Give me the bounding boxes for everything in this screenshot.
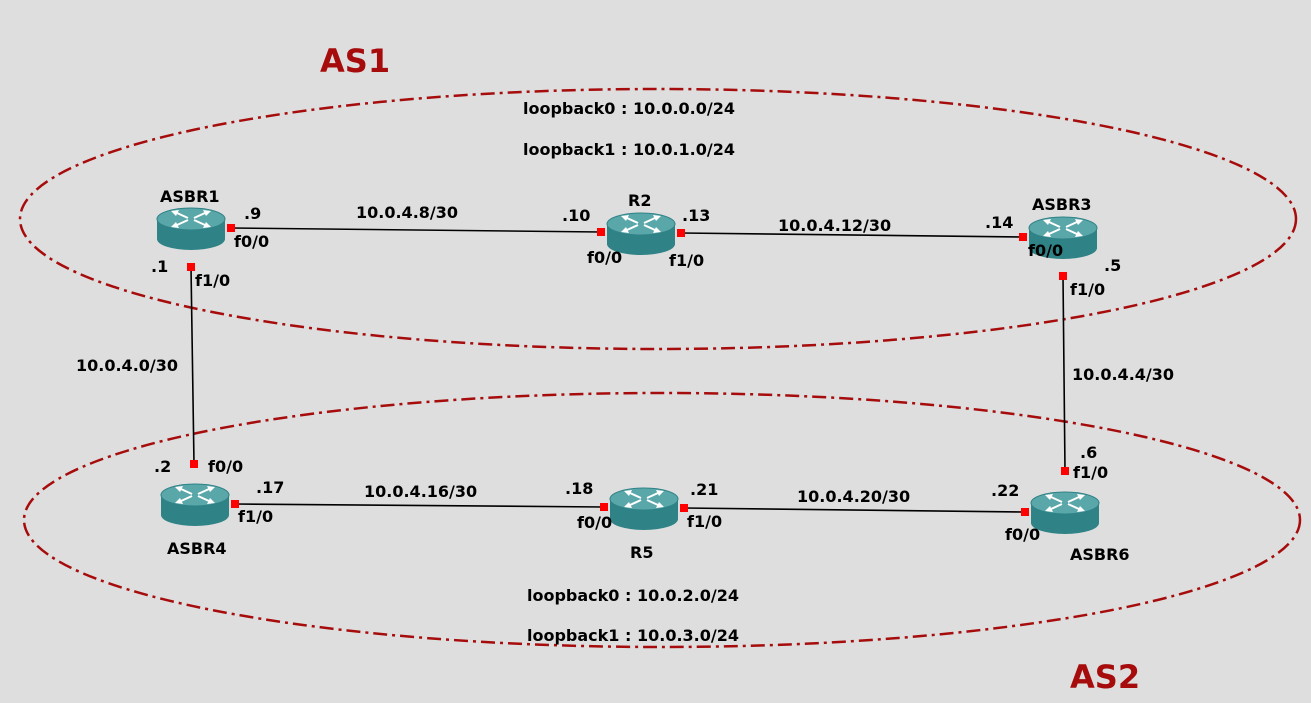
- ip-label: .14: [985, 213, 1013, 232]
- ip-label: .18: [565, 479, 593, 498]
- ports: [187, 224, 1069, 516]
- iface-label: f0/0: [577, 513, 612, 532]
- router-icon: [160, 483, 230, 527]
- subnet-label: 10.0.4.12/30: [778, 216, 891, 235]
- as1-label: AS1: [320, 42, 390, 80]
- port-r5-f1-0[interactable]: [680, 504, 688, 512]
- subnet-label: 10.0.4.0/30: [76, 356, 178, 375]
- iface-label: f0/0: [208, 457, 243, 476]
- link-asbr1-r2: [230, 227, 602, 233]
- iface-label: f1/0: [195, 271, 230, 290]
- as1-zone: [18, 87, 1298, 351]
- ip-label: .21: [690, 480, 718, 499]
- subnet-label: 10.0.4.16/30: [364, 482, 477, 501]
- port-asbr4-f1-0[interactable]: [231, 500, 239, 508]
- port-asbr6-f1-0[interactable]: [1061, 467, 1069, 475]
- port-asbr1-f0-0[interactable]: [227, 224, 235, 232]
- ip-label: .6: [1080, 443, 1097, 462]
- ip-label: .13: [682, 206, 710, 225]
- ip-label: .22: [991, 481, 1019, 500]
- as2-label: AS2: [1070, 658, 1140, 696]
- as2-zone: [22, 391, 1302, 649]
- as1-loopback1-label: loopback1 : 10.0.1.0/24: [523, 140, 735, 159]
- ip-label: .17: [256, 478, 284, 497]
- router-name-asbr6: ASBR6: [1070, 545, 1130, 564]
- ip-label: .5: [1104, 256, 1121, 275]
- iface-label: f1/0: [669, 251, 704, 270]
- ip-label: .1: [151, 257, 168, 276]
- iface-label: f0/0: [1005, 525, 1040, 544]
- iface-label: f0/0: [1028, 241, 1063, 260]
- port-r2-f0-0[interactable]: [597, 228, 605, 236]
- iface-label: f1/0: [687, 512, 722, 531]
- link-r2-asbr3: [680, 232, 1024, 238]
- port-r2-f1-0[interactable]: [677, 229, 685, 237]
- router-asbr6[interactable]: [1030, 491, 1100, 535]
- router-asbr4[interactable]: [160, 483, 230, 527]
- link-r5-asbr6: [683, 507, 1026, 513]
- port-asbr3-f1-0[interactable]: [1059, 272, 1067, 280]
- iface-label: f1/0: [238, 507, 273, 526]
- as1-loopback0-label: loopback0 : 10.0.0.0/24: [523, 99, 735, 118]
- router-icon: [609, 487, 679, 531]
- ip-label: .10: [562, 206, 590, 225]
- iface-label: f1/0: [1073, 463, 1108, 482]
- router-icon: [1030, 491, 1100, 535]
- router-name-r2: R2: [628, 191, 651, 210]
- port-asbr1-f1-0[interactable]: [187, 263, 195, 271]
- subnet-label: 10.0.4.20/30: [797, 487, 910, 506]
- subnet-label: 10.0.4.4/30: [1072, 365, 1174, 384]
- router-icon: [156, 207, 226, 251]
- router-asbr1[interactable]: [156, 207, 226, 251]
- router-name-asbr3: ASBR3: [1032, 195, 1092, 214]
- port-asbr6-f0-0[interactable]: [1021, 508, 1029, 516]
- port-r5-f0-0[interactable]: [600, 503, 608, 511]
- ip-label: .9: [244, 204, 261, 223]
- iface-label: f1/0: [1070, 280, 1105, 299]
- link-asbr4-r5: [234, 503, 605, 508]
- iface-label: f0/0: [234, 232, 269, 251]
- as2-loopback0-label: loopback0 : 10.0.2.0/24: [527, 586, 739, 605]
- as2-loopback1-label: loopback1 : 10.0.3.0/24: [527, 626, 739, 645]
- iface-label: f0/0: [587, 248, 622, 267]
- router-name-r5: R5: [630, 543, 653, 562]
- subnet-label: 10.0.4.8/30: [356, 203, 458, 222]
- link-asbr1-asbr4: [190, 266, 195, 465]
- link-asbr3-asbr6: [1062, 275, 1066, 472]
- router-r5[interactable]: [609, 487, 679, 531]
- ip-label: .2: [154, 457, 171, 476]
- port-asbr4-f0-0[interactable]: [190, 460, 198, 468]
- router-name-asbr1: ASBR1: [160, 187, 220, 206]
- router-name-asbr4: ASBR4: [167, 539, 227, 558]
- port-asbr3-f0-0[interactable]: [1019, 233, 1027, 241]
